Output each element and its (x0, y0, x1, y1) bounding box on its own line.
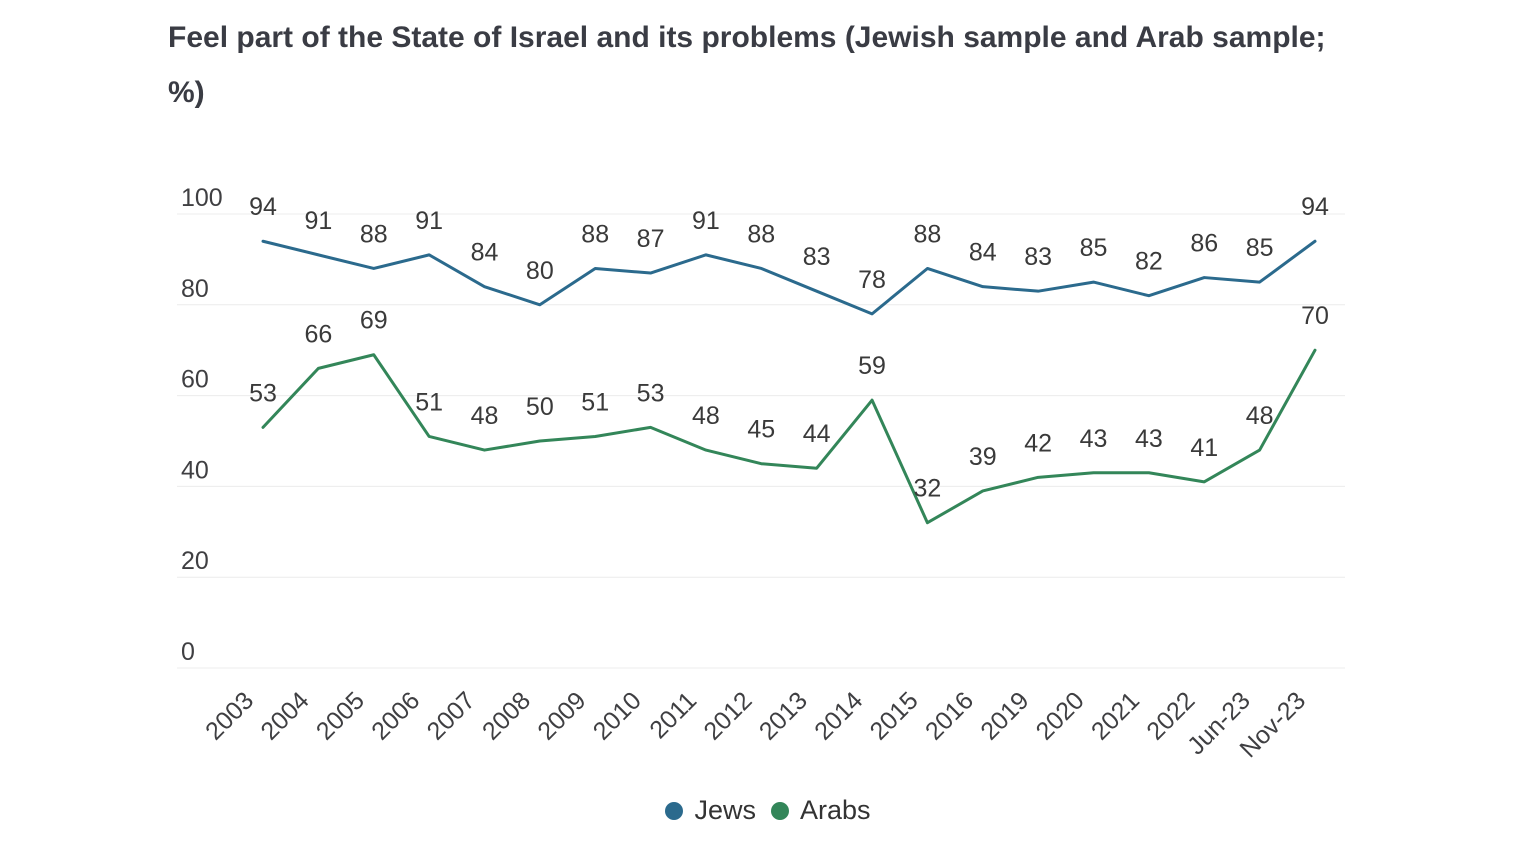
data-label-arabs-2015: 32 (914, 475, 942, 503)
data-label-jews-2011: 91 (692, 207, 720, 235)
x-tick-label-2006: 2006 (366, 686, 425, 745)
x-tick-label-2004: 2004 (255, 686, 314, 745)
data-label-jews-2007: 84 (471, 239, 499, 267)
x-tick-label-2009: 2009 (532, 686, 591, 745)
series-line-arabs (261, 348, 1317, 525)
legend-label-arabs: Arabs (799, 795, 871, 825)
x-tick-label-2013: 2013 (754, 686, 813, 745)
data-label-jews-Jun-23: 85 (1246, 234, 1274, 262)
y-tick-label-60: 60 (181, 366, 209, 394)
data-label-arabs-2020: 43 (1080, 425, 1108, 453)
data-label-jews-2009: 88 (581, 220, 609, 248)
data-label-arabs-2014: 59 (858, 352, 886, 380)
data-label-jews-2015: 88 (914, 220, 942, 248)
x-tick-label-2008: 2008 (477, 686, 536, 745)
chart-title: Feel part of the State of Israel and its… (168, 10, 1326, 120)
data-label-jews-2012: 88 (747, 220, 775, 248)
data-label-jews-2003: 94 (249, 193, 277, 221)
data-label-arabs-2019: 42 (1024, 429, 1052, 457)
data-label-jews-2006: 91 (415, 207, 443, 235)
chart-title-line1: Feel part of the State of Israel and its… (168, 21, 1326, 54)
legend-item-jews: Jews (665, 795, 756, 826)
data-label-arabs-2009: 51 (581, 388, 609, 416)
y-tick-label-0: 0 (181, 638, 195, 666)
data-label-arabs-2021: 43 (1135, 425, 1163, 453)
data-label-arabs-2007: 48 (471, 402, 499, 430)
chart-legend: Jews Arabs (0, 795, 1536, 826)
data-label-arabs-2003: 53 (249, 379, 277, 407)
data-label-jews-2008: 80 (526, 257, 554, 285)
x-tick-label-2016: 2016 (920, 686, 979, 745)
data-label-jews-2010: 87 (637, 225, 665, 253)
chart-title-line2: %) (168, 76, 205, 109)
data-label-arabs-2013: 44 (803, 420, 831, 448)
data-label-arabs-2008: 50 (526, 393, 554, 421)
data-label-arabs-Jun-23: 48 (1246, 402, 1274, 430)
data-label-jews-2013: 83 (803, 243, 831, 271)
x-tick-label-2021: 2021 (1086, 686, 1145, 745)
x-tick-label-2019: 2019 (975, 686, 1034, 745)
legend-dot-arabs (770, 801, 789, 820)
data-label-jews-2019: 83 (1024, 243, 1052, 271)
y-tick-label-40: 40 (181, 456, 209, 484)
x-tick-label-2005: 2005 (311, 686, 370, 745)
x-tick-label-2003: 2003 (200, 686, 259, 745)
data-label-jews-Nov-23: 94 (1301, 193, 1329, 221)
y-tick-label-20: 20 (181, 547, 209, 575)
x-tick-label-2011: 2011 (644, 686, 702, 744)
x-tick-label-2007: 2007 (422, 686, 481, 745)
legend-dot-jews (665, 801, 684, 820)
data-label-jews-2005: 88 (360, 220, 388, 248)
data-label-arabs-2011: 48 (692, 402, 720, 430)
legend-label-jews: Jews (694, 795, 756, 825)
data-label-jews-2022: 86 (1190, 230, 1218, 258)
data-label-jews-2016: 84 (969, 239, 997, 267)
x-tick-label-2015: 2015 (865, 686, 924, 745)
data-label-jews-2014: 78 (858, 266, 886, 294)
data-label-jews-2021: 82 (1135, 248, 1163, 276)
x-tick-label-2014: 2014 (809, 686, 868, 745)
data-label-arabs-2005: 69 (360, 307, 388, 335)
data-label-arabs-2004: 66 (304, 320, 332, 348)
series-line-jews (261, 239, 1317, 316)
data-label-jews-2020: 85 (1080, 234, 1108, 262)
legend-item-arabs: Arabs (770, 795, 871, 826)
data-label-arabs-Nov-23: 70 (1301, 302, 1329, 330)
data-label-jews-2004: 91 (304, 207, 332, 235)
data-label-arabs-2010: 53 (637, 379, 665, 407)
x-tick-label-2010: 2010 (588, 686, 647, 745)
y-tick-label-100: 100 (181, 184, 223, 212)
data-label-arabs-2006: 51 (415, 388, 443, 416)
data-label-arabs-2022: 41 (1190, 434, 1218, 462)
y-tick-label-80: 80 (181, 275, 209, 303)
data-label-arabs-2012: 45 (747, 416, 775, 444)
data-label-arabs-2016: 39 (969, 443, 997, 471)
x-tick-label-2012: 2012 (698, 686, 757, 745)
x-tick-label-2020: 2020 (1031, 686, 1090, 745)
